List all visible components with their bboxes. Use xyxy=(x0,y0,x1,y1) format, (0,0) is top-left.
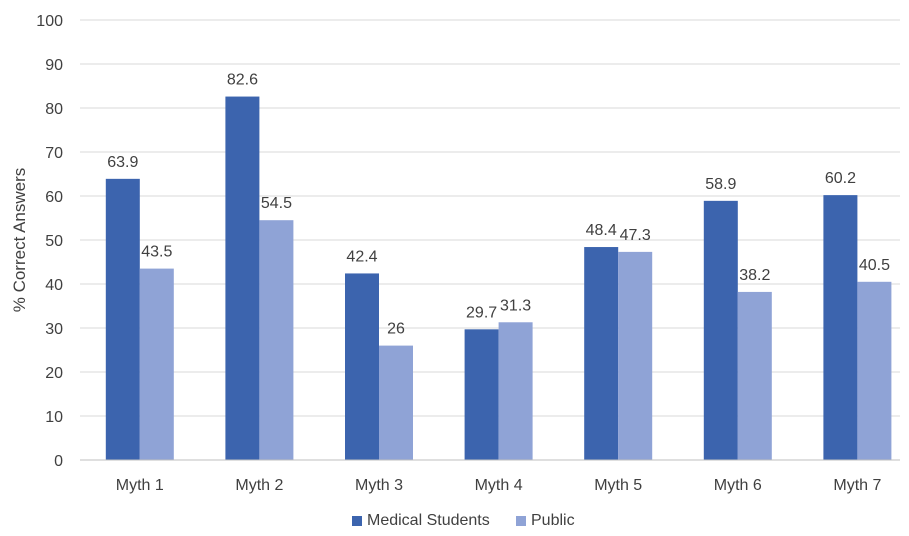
legend-label-medical-students: Medical Students xyxy=(367,512,490,529)
data-label: 47.3 xyxy=(620,227,651,244)
y-tick-label: 80 xyxy=(45,101,63,118)
data-label: 63.9 xyxy=(107,154,138,171)
data-label: 48.4 xyxy=(586,222,617,239)
bar-medical-students-myth-1 xyxy=(105,178,140,460)
legend-swatch-public xyxy=(516,516,526,526)
y-tick-label: 90 xyxy=(45,57,63,74)
x-tick-label: Myth 4 xyxy=(475,477,523,494)
bar-public-myth-1 xyxy=(139,268,174,460)
y-tick-label: 50 xyxy=(45,233,63,250)
x-tick-label: Myth 6 xyxy=(714,477,762,494)
legend: Medical Students Public xyxy=(352,512,575,529)
bar-public-myth-3 xyxy=(379,345,413,460)
bar-medical-students-myth-4 xyxy=(464,329,499,460)
y-tick-label: 30 xyxy=(45,321,63,338)
data-label: 82.6 xyxy=(227,72,258,89)
data-label: 42.4 xyxy=(346,248,377,265)
data-label: 60.2 xyxy=(825,170,856,187)
bar-medical-students-myth-3 xyxy=(345,273,379,460)
data-label: 54.5 xyxy=(261,195,292,212)
bar-medical-students-myth-6 xyxy=(703,200,738,460)
gridlines xyxy=(80,19,900,417)
y-tick-label: 10 xyxy=(45,409,63,426)
y-tick-label: 20 xyxy=(45,365,63,382)
x-tick-label: Myth 2 xyxy=(235,477,283,494)
bar-public-myth-7 xyxy=(857,281,892,460)
data-label: 26 xyxy=(387,321,405,338)
y-tick-label: 0 xyxy=(54,453,63,470)
y-axis-label: % Correct Answers xyxy=(10,168,29,313)
bar-public-myth-4 xyxy=(498,322,533,460)
legend-label-public: Public xyxy=(531,512,575,529)
bar-medical-students-myth-2 xyxy=(225,96,260,460)
bar-public-myth-6 xyxy=(737,291,772,460)
data-label: 31.3 xyxy=(500,297,531,314)
data-labels: 63.9 43.5 82.6 54.5 42.4 26 29.7 31.3 48.4 47.3 58… xyxy=(107,72,890,338)
bars xyxy=(105,96,892,460)
data-label: 43.5 xyxy=(141,244,172,261)
bar-medical-students-myth-7 xyxy=(823,195,858,460)
legend-swatch-medical-students xyxy=(352,516,362,526)
data-label: 29.7 xyxy=(466,304,497,321)
data-label: 58.9 xyxy=(705,176,736,193)
y-axis-ticks: 0 10 20 30 40 50 60 70 80 90 100 xyxy=(36,13,63,470)
x-tick-label: Myth 1 xyxy=(116,477,164,494)
y-tick-label: 100 xyxy=(36,13,63,30)
x-tick-label: Myth 3 xyxy=(355,477,403,494)
x-tick-label: Myth 7 xyxy=(833,477,881,494)
y-tick-label: 60 xyxy=(45,189,63,206)
x-axis-ticks: Myth 1 Myth 2 Myth 3 Myth 4 Myth 5 Myth 6 Myth… xyxy=(116,477,882,494)
bar-public-myth-2 xyxy=(259,220,294,460)
data-label: 40.5 xyxy=(859,257,890,274)
y-tick-label: 70 xyxy=(45,145,63,162)
data-label: 38.2 xyxy=(739,267,770,284)
bar-public-myth-5 xyxy=(618,251,653,460)
bar-medical-students-myth-5 xyxy=(584,247,619,460)
y-tick-label: 40 xyxy=(45,277,63,294)
x-tick-label: Myth 5 xyxy=(594,477,642,494)
